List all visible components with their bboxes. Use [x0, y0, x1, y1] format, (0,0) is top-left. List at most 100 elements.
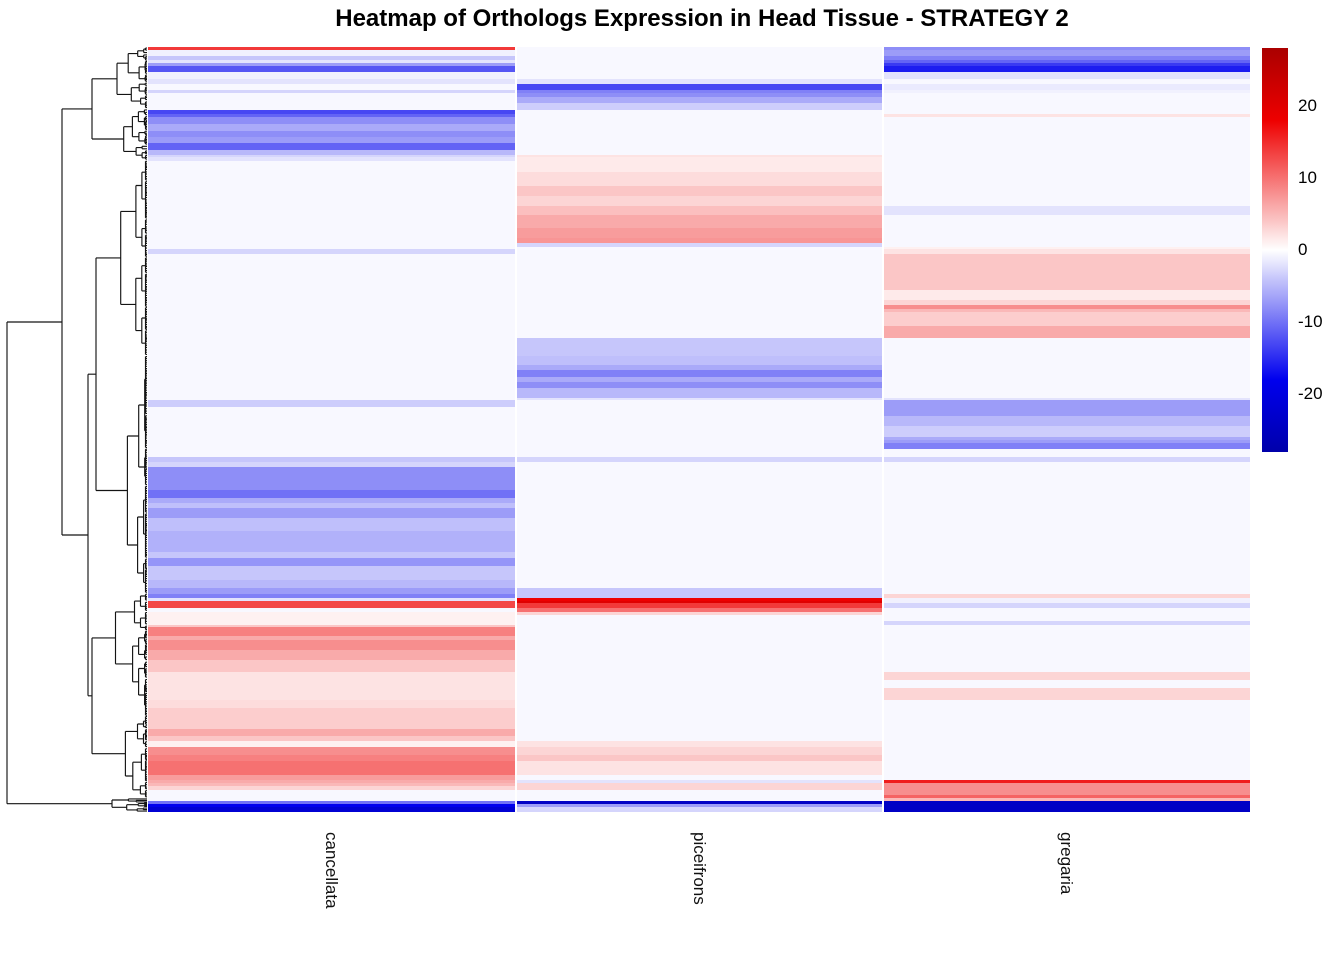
heatmap-cell: [517, 449, 882, 457]
heatmap-cell: [517, 338, 882, 356]
heatmap-cell: [884, 672, 1250, 680]
heatmap-cell: [517, 588, 882, 594]
heatmap-cell: [148, 790, 515, 795]
heatmap-cell: [517, 594, 882, 598]
heatmap-cell: [884, 97, 1250, 103]
heatmap-cell: [884, 449, 1250, 457]
heatmap-cell: [884, 761, 1250, 775]
heatmap-cell: [148, 215, 515, 228]
colorbar-tick-label: 20: [1298, 95, 1317, 115]
heatmap-cell: [884, 155, 1250, 157]
heatmap-cell: [884, 300, 1250, 305]
heatmap-cell: [517, 601, 882, 603]
heatmap-cell: [517, 603, 882, 608]
heatmap-cell: [884, 660, 1250, 672]
heatmap-cell: [884, 254, 1250, 290]
heatmap-cell: [148, 97, 515, 103]
heatmap-cell: [148, 50, 515, 56]
heatmap-cell: [148, 388, 515, 398]
heatmap-cell: [148, 72, 515, 79]
heatmap-cell: [148, 680, 515, 688]
heatmap-cell: [517, 238, 882, 243]
heatmap-cell: [884, 790, 1250, 795]
heatmap-cell: [884, 558, 1250, 566]
heatmap-cell: [148, 780, 515, 783]
heatmap-cell: [517, 729, 882, 736]
heatmap-cell: [517, 700, 882, 708]
heatmap-cell: [148, 775, 515, 780]
heatmap-cell: [884, 498, 1250, 503]
heatmap-cell: [884, 440, 1250, 443]
heatmap-cell: [148, 196, 515, 206]
heatmap-cell: [517, 97, 882, 103]
heatmap-cell: [517, 155, 882, 157]
heatmap-cell: [517, 786, 882, 790]
heatmap-cell: [884, 400, 1250, 407]
heatmap-cell: [148, 66, 515, 72]
heatmap-cell: [148, 110, 515, 114]
colorbar-tick-label: -10: [1298, 312, 1323, 332]
heatmap-cell: [884, 90, 1250, 93]
heatmap-cell: [148, 729, 515, 736]
heatmap-cell: [148, 247, 515, 249]
heatmap-cell: [884, 594, 1250, 598]
heatmap-cell: [148, 416, 515, 426]
heatmap-cell: [517, 783, 882, 786]
heatmap-cell: [517, 672, 882, 680]
heatmap-cell: [884, 290, 1250, 300]
heatmap-cell: [884, 612, 1250, 615]
heatmap-cell: [148, 490, 515, 498]
heatmap-cell: [148, 440, 515, 443]
heatmap-cell: [148, 400, 515, 407]
heatmap-cell: [884, 503, 1250, 508]
heatmap-cell: [517, 736, 882, 741]
heatmap-cell: [148, 467, 515, 490]
heatmap-cell: [148, 608, 515, 612]
heatmap-cell: [148, 700, 515, 708]
heatmap-cell: [148, 290, 515, 300]
heatmap-cell: [517, 566, 882, 580]
heatmap-column-gregaria: [884, 47, 1250, 812]
heatmap-cell: [884, 437, 1250, 440]
heatmap-cell: [884, 700, 1250, 708]
heatmap-cell: [884, 243, 1250, 247]
heatmap-cell: [517, 462, 882, 467]
heatmap-cell: [148, 650, 515, 660]
heatmap-cell: [148, 398, 515, 400]
heatmap-cell: [517, 708, 882, 729]
heatmap-cell: [884, 388, 1250, 398]
heatmap-cell: [517, 400, 882, 407]
heatmap-cell: [884, 305, 1250, 309]
column-label-gregaria: gregaria: [1057, 832, 1076, 895]
heatmap-cell: [884, 150, 1250, 155]
heatmap-cell: [884, 50, 1250, 56]
heatmap-cell: [517, 356, 882, 365]
heatmap-cell: [517, 498, 882, 503]
heatmap-cell: [884, 131, 1250, 137]
heatmap-cell: [517, 137, 882, 143]
heatmap-cell: [517, 312, 882, 326]
heatmap-cell: [517, 66, 882, 72]
heatmap-cell: [517, 117, 882, 124]
heatmap-cell: [884, 780, 1250, 783]
heatmap-cell: [517, 807, 882, 812]
heatmap-cell: [884, 640, 1250, 650]
heatmap-cell: [517, 440, 882, 443]
heatmap-cell: [148, 786, 515, 790]
heatmap-cell: [884, 124, 1250, 131]
heatmap-cell: [517, 508, 882, 518]
heatmap-cell: [148, 736, 515, 741]
heatmap-cell: [517, 795, 882, 798]
heatmap-cell: [148, 747, 515, 755]
heatmap-cell: [148, 601, 515, 603]
heatmap-cell: [517, 243, 882, 247]
heatmap-cell: [517, 518, 882, 531]
heatmap-cell: [148, 508, 515, 518]
heatmap-cell: [884, 407, 1250, 416]
column-label-cancellata: cancellata: [321, 832, 341, 909]
heatmap-cell: [148, 137, 515, 143]
heatmap-cell: [884, 462, 1250, 467]
heatmap-cell: [148, 370, 515, 377]
heatmap-cell: [517, 47, 882, 50]
heatmap-cell: [517, 370, 882, 377]
